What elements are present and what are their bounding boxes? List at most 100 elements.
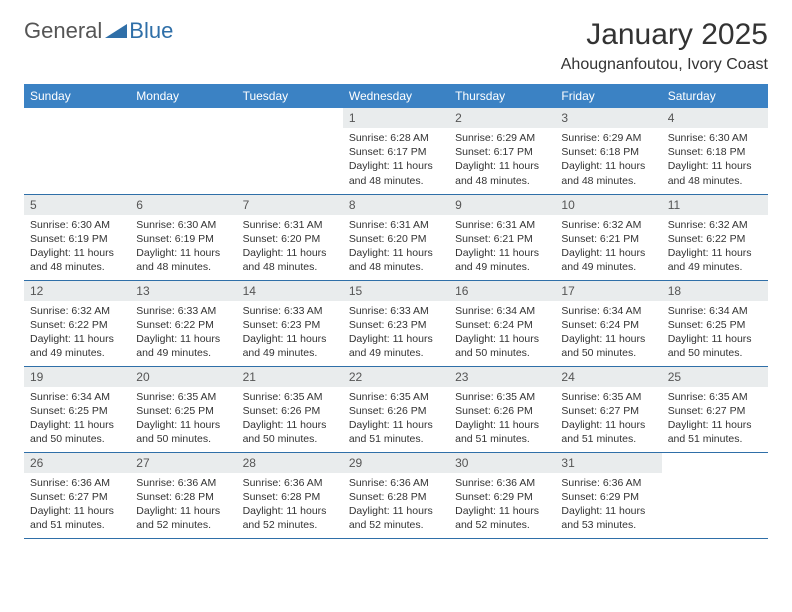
day-number: 21 <box>237 367 343 387</box>
day-number: 29 <box>343 453 449 473</box>
day-details: Sunrise: 6:36 AMSunset: 6:28 PMDaylight:… <box>130 473 236 537</box>
day-number: 19 <box>24 367 130 387</box>
day-number: 15 <box>343 281 449 301</box>
day-details: Sunrise: 6:32 AMSunset: 6:22 PMDaylight:… <box>24 301 130 365</box>
day-number: 11 <box>662 195 768 215</box>
day-details: Sunrise: 6:32 AMSunset: 6:22 PMDaylight:… <box>662 215 768 279</box>
day-number: 1 <box>343 108 449 128</box>
calendar-cell: 14Sunrise: 6:33 AMSunset: 6:23 PMDayligh… <box>237 280 343 366</box>
weekday-header: Monday <box>130 84 236 108</box>
day-number: 9 <box>449 195 555 215</box>
page-header: General Blue January 2025 Ahougnanfoutou… <box>24 18 768 74</box>
brand-logo: General Blue <box>24 18 173 44</box>
brand-text-blue: Blue <box>129 18 173 44</box>
calendar-cell <box>130 108 236 194</box>
day-details: Sunrise: 6:31 AMSunset: 6:20 PMDaylight:… <box>343 215 449 279</box>
calendar-cell: 29Sunrise: 6:36 AMSunset: 6:28 PMDayligh… <box>343 452 449 538</box>
month-title: January 2025 <box>561 18 768 52</box>
day-details: Sunrise: 6:31 AMSunset: 6:20 PMDaylight:… <box>237 215 343 279</box>
calendar-cell: 12Sunrise: 6:32 AMSunset: 6:22 PMDayligh… <box>24 280 130 366</box>
calendar-cell: 22Sunrise: 6:35 AMSunset: 6:26 PMDayligh… <box>343 366 449 452</box>
calendar-cell: 26Sunrise: 6:36 AMSunset: 6:27 PMDayligh… <box>24 452 130 538</box>
day-details: Sunrise: 6:35 AMSunset: 6:27 PMDaylight:… <box>555 387 661 451</box>
day-details: Sunrise: 6:36 AMSunset: 6:29 PMDaylight:… <box>449 473 555 537</box>
day-number: 10 <box>555 195 661 215</box>
calendar-cell: 3Sunrise: 6:29 AMSunset: 6:18 PMDaylight… <box>555 108 661 194</box>
day-number: 31 <box>555 453 661 473</box>
day-details: Sunrise: 6:36 AMSunset: 6:29 PMDaylight:… <box>555 473 661 537</box>
calendar-cell: 28Sunrise: 6:36 AMSunset: 6:28 PMDayligh… <box>237 452 343 538</box>
day-details: Sunrise: 6:36 AMSunset: 6:28 PMDaylight:… <box>343 473 449 537</box>
calendar-cell: 17Sunrise: 6:34 AMSunset: 6:24 PMDayligh… <box>555 280 661 366</box>
day-details: Sunrise: 6:32 AMSunset: 6:21 PMDaylight:… <box>555 215 661 279</box>
day-number: 3 <box>555 108 661 128</box>
weekday-header: Sunday <box>24 84 130 108</box>
day-details: Sunrise: 6:35 AMSunset: 6:27 PMDaylight:… <box>662 387 768 451</box>
weekday-header-row: SundayMondayTuesdayWednesdayThursdayFrid… <box>24 84 768 108</box>
calendar-cell: 20Sunrise: 6:35 AMSunset: 6:25 PMDayligh… <box>130 366 236 452</box>
day-details: Sunrise: 6:35 AMSunset: 6:26 PMDaylight:… <box>237 387 343 451</box>
day-number: 12 <box>24 281 130 301</box>
day-number: 18 <box>662 281 768 301</box>
calendar-cell: 31Sunrise: 6:36 AMSunset: 6:29 PMDayligh… <box>555 452 661 538</box>
day-number: 22 <box>343 367 449 387</box>
day-number: 25 <box>662 367 768 387</box>
calendar-cell: 13Sunrise: 6:33 AMSunset: 6:22 PMDayligh… <box>130 280 236 366</box>
day-number: 8 <box>343 195 449 215</box>
day-details: Sunrise: 6:33 AMSunset: 6:23 PMDaylight:… <box>237 301 343 365</box>
calendar-cell: 19Sunrise: 6:34 AMSunset: 6:25 PMDayligh… <box>24 366 130 452</box>
day-number: 14 <box>237 281 343 301</box>
day-details: Sunrise: 6:29 AMSunset: 6:18 PMDaylight:… <box>555 128 661 192</box>
day-details: Sunrise: 6:30 AMSunset: 6:19 PMDaylight:… <box>24 215 130 279</box>
day-number: 4 <box>662 108 768 128</box>
day-details: Sunrise: 6:35 AMSunset: 6:25 PMDaylight:… <box>130 387 236 451</box>
day-number: 6 <box>130 195 236 215</box>
calendar-week-row: 1Sunrise: 6:28 AMSunset: 6:17 PMDaylight… <box>24 108 768 194</box>
calendar-cell: 23Sunrise: 6:35 AMSunset: 6:26 PMDayligh… <box>449 366 555 452</box>
day-details: Sunrise: 6:29 AMSunset: 6:17 PMDaylight:… <box>449 128 555 192</box>
weekday-header: Thursday <box>449 84 555 108</box>
calendar-cell <box>237 108 343 194</box>
calendar-cell: 8Sunrise: 6:31 AMSunset: 6:20 PMDaylight… <box>343 194 449 280</box>
calendar-cell: 21Sunrise: 6:35 AMSunset: 6:26 PMDayligh… <box>237 366 343 452</box>
calendar-cell: 18Sunrise: 6:34 AMSunset: 6:25 PMDayligh… <box>662 280 768 366</box>
day-details: Sunrise: 6:36 AMSunset: 6:28 PMDaylight:… <box>237 473 343 537</box>
day-number: 24 <box>555 367 661 387</box>
day-number: 23 <box>449 367 555 387</box>
day-details: Sunrise: 6:34 AMSunset: 6:24 PMDaylight:… <box>555 301 661 365</box>
calendar-cell: 1Sunrise: 6:28 AMSunset: 6:17 PMDaylight… <box>343 108 449 194</box>
day-number: 30 <box>449 453 555 473</box>
calendar-week-row: 19Sunrise: 6:34 AMSunset: 6:25 PMDayligh… <box>24 366 768 452</box>
title-block: January 2025 Ahougnanfoutou, Ivory Coast <box>561 18 768 74</box>
day-number: 27 <box>130 453 236 473</box>
day-details: Sunrise: 6:33 AMSunset: 6:22 PMDaylight:… <box>130 301 236 365</box>
calendar-cell: 24Sunrise: 6:35 AMSunset: 6:27 PMDayligh… <box>555 366 661 452</box>
day-number: 13 <box>130 281 236 301</box>
day-details: Sunrise: 6:33 AMSunset: 6:23 PMDaylight:… <box>343 301 449 365</box>
day-details: Sunrise: 6:28 AMSunset: 6:17 PMDaylight:… <box>343 128 449 192</box>
day-number: 16 <box>449 281 555 301</box>
calendar-cell: 25Sunrise: 6:35 AMSunset: 6:27 PMDayligh… <box>662 366 768 452</box>
day-details: Sunrise: 6:30 AMSunset: 6:18 PMDaylight:… <box>662 128 768 192</box>
calendar-cell: 16Sunrise: 6:34 AMSunset: 6:24 PMDayligh… <box>449 280 555 366</box>
day-details: Sunrise: 6:34 AMSunset: 6:25 PMDaylight:… <box>24 387 130 451</box>
calendar-cell: 7Sunrise: 6:31 AMSunset: 6:20 PMDaylight… <box>237 194 343 280</box>
day-number: 26 <box>24 453 130 473</box>
calendar-cell: 4Sunrise: 6:30 AMSunset: 6:18 PMDaylight… <box>662 108 768 194</box>
calendar-body: 1Sunrise: 6:28 AMSunset: 6:17 PMDaylight… <box>24 108 768 538</box>
day-details: Sunrise: 6:34 AMSunset: 6:24 PMDaylight:… <box>449 301 555 365</box>
brand-triangle-icon <box>105 20 127 43</box>
day-number: 2 <box>449 108 555 128</box>
calendar-cell: 11Sunrise: 6:32 AMSunset: 6:22 PMDayligh… <box>662 194 768 280</box>
day-number: 20 <box>130 367 236 387</box>
day-number: 17 <box>555 281 661 301</box>
day-details: Sunrise: 6:36 AMSunset: 6:27 PMDaylight:… <box>24 473 130 537</box>
location-label: Ahougnanfoutou, Ivory Coast <box>561 56 768 74</box>
calendar-cell <box>24 108 130 194</box>
calendar-week-row: 26Sunrise: 6:36 AMSunset: 6:27 PMDayligh… <box>24 452 768 538</box>
calendar-cell: 27Sunrise: 6:36 AMSunset: 6:28 PMDayligh… <box>130 452 236 538</box>
day-details: Sunrise: 6:31 AMSunset: 6:21 PMDaylight:… <box>449 215 555 279</box>
calendar-cell: 2Sunrise: 6:29 AMSunset: 6:17 PMDaylight… <box>449 108 555 194</box>
day-number: 5 <box>24 195 130 215</box>
calendar-cell: 6Sunrise: 6:30 AMSunset: 6:19 PMDaylight… <box>130 194 236 280</box>
